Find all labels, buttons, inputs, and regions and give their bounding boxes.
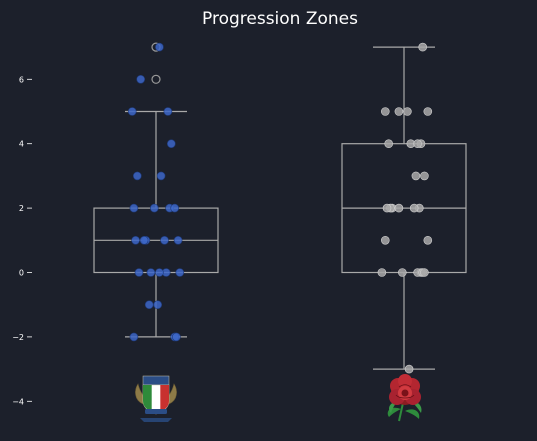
- data-point: [144, 300, 154, 310]
- data-point: [380, 107, 390, 116]
- y-tick-label: 4: [19, 140, 24, 149]
- data-point: [409, 203, 419, 213]
- chart-title: Progression Zones: [202, 9, 358, 29]
- box-italy-fir-badge: [93, 42, 219, 338]
- data-point: [397, 268, 407, 277]
- data-point: [420, 268, 429, 277]
- data-point: [134, 268, 144, 277]
- data-point: [146, 268, 156, 277]
- data-point: [380, 236, 390, 245]
- data-point: [175, 268, 185, 277]
- data-point: [163, 107, 173, 116]
- data-point: [423, 236, 433, 245]
- data-point: [133, 171, 142, 181]
- data-point: [423, 107, 433, 116]
- data-point: [403, 107, 412, 116]
- data-point: [139, 236, 149, 245]
- box-england-red-rose: [341, 46, 467, 370]
- y-tick-label: 2: [19, 204, 24, 213]
- data-point: [160, 236, 169, 245]
- boxes: [93, 42, 467, 370]
- data-point: [167, 139, 176, 148]
- england-red-rose-logo: [387, 374, 422, 422]
- data-point: [150, 203, 159, 213]
- data-point: [129, 203, 139, 213]
- data-points: [127, 42, 433, 374]
- y-tick-label: −4: [12, 397, 24, 406]
- data-point: [404, 364, 414, 374]
- italy-fir-badge-logo: [135, 375, 177, 422]
- data-point: [136, 75, 145, 84]
- data-point: [420, 171, 429, 181]
- data-point: [155, 268, 164, 277]
- data-point: [413, 139, 422, 148]
- data-point: [418, 42, 428, 52]
- data-point: [155, 42, 164, 52]
- y-tick-label: −2: [12, 333, 24, 342]
- data-point: [172, 332, 181, 342]
- data-point: [129, 332, 139, 342]
- y-tick-label: 6: [19, 75, 24, 84]
- data-point: [173, 236, 183, 245]
- data-point: [156, 171, 166, 181]
- y-axis: −4 −2 0 2 4 6: [12, 75, 32, 406]
- data-point: [382, 203, 392, 213]
- data-point: [127, 107, 137, 116]
- data-point: [170, 203, 179, 213]
- data-point: [377, 268, 387, 277]
- outlier-marker: [151, 74, 161, 84]
- data-point: [394, 107, 404, 116]
- data-point: [131, 236, 140, 245]
- data-point: [411, 171, 421, 181]
- data-point: [394, 203, 404, 213]
- y-tick-label: 0: [19, 269, 24, 278]
- data-point: [153, 300, 162, 310]
- data-point: [384, 139, 394, 148]
